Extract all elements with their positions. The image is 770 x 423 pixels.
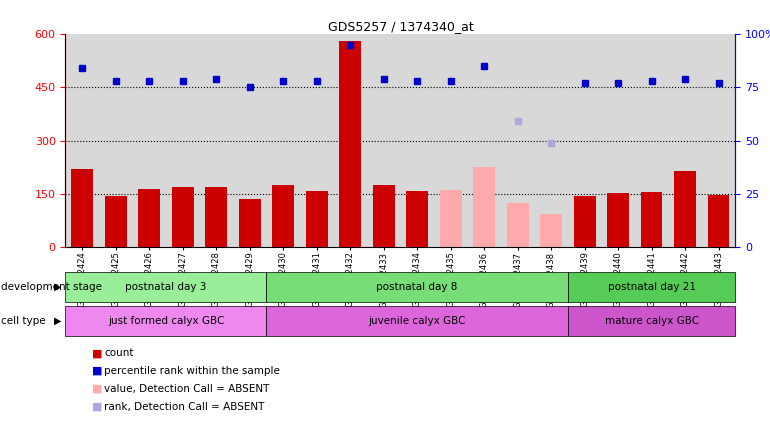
Text: ■: ■: [92, 384, 103, 394]
Bar: [641, 192, 662, 247]
Bar: [568, 272, 735, 302]
Bar: [273, 185, 294, 247]
Bar: [65, 272, 266, 302]
Bar: [105, 196, 126, 247]
Bar: [568, 306, 735, 336]
Text: juvenile calyx GBC: juvenile calyx GBC: [368, 316, 466, 326]
Bar: [139, 189, 160, 247]
Bar: [306, 191, 327, 247]
Text: postnatal day 8: postnatal day 8: [377, 282, 458, 292]
Bar: [574, 196, 595, 247]
Text: postnatal day 21: postnatal day 21: [608, 282, 695, 292]
Bar: [373, 185, 394, 247]
Bar: [172, 187, 193, 247]
Bar: [72, 169, 93, 247]
Bar: [407, 191, 428, 247]
Text: ■: ■: [92, 401, 103, 412]
Bar: [65, 306, 266, 336]
Title: GDS5257 / 1374340_at: GDS5257 / 1374340_at: [327, 20, 474, 33]
Bar: [440, 190, 461, 247]
Bar: [608, 193, 629, 247]
Bar: [340, 41, 361, 247]
Bar: [507, 203, 528, 247]
Text: ▶: ▶: [54, 282, 62, 292]
Bar: [239, 199, 260, 247]
Bar: [708, 195, 729, 247]
Text: just formed calyx GBC: just formed calyx GBC: [108, 316, 224, 326]
Text: ■: ■: [92, 366, 103, 376]
Bar: [206, 187, 227, 247]
Text: ■: ■: [92, 348, 103, 358]
Bar: [675, 171, 696, 247]
Text: rank, Detection Call = ABSENT: rank, Detection Call = ABSENT: [104, 401, 264, 412]
Text: value, Detection Call = ABSENT: value, Detection Call = ABSENT: [104, 384, 270, 394]
Text: count: count: [104, 348, 133, 358]
Bar: [266, 306, 568, 336]
Bar: [474, 168, 495, 247]
Text: ▶: ▶: [54, 316, 62, 326]
Text: postnatal day 3: postnatal day 3: [126, 282, 206, 292]
Text: development stage: development stage: [1, 282, 102, 292]
Bar: [266, 272, 568, 302]
Text: mature calyx GBC: mature calyx GBC: [604, 316, 698, 326]
Bar: [541, 214, 562, 247]
Text: percentile rank within the sample: percentile rank within the sample: [104, 366, 280, 376]
Text: cell type: cell type: [1, 316, 45, 326]
